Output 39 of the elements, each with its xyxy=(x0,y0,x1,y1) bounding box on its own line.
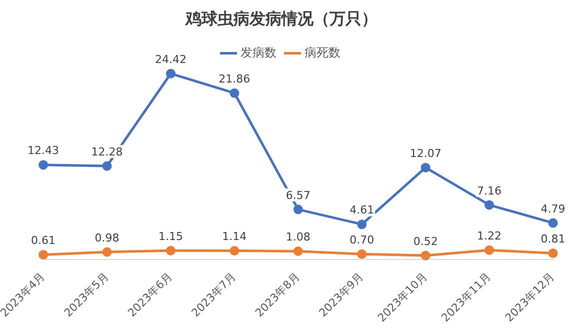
point xyxy=(166,68,176,78)
data-label: 21.86 xyxy=(218,72,250,86)
data-label: 4.61 xyxy=(350,204,374,217)
data-label: 12.28 xyxy=(91,145,123,158)
data-label: 7.16 xyxy=(477,184,502,198)
data-label: 1.08 xyxy=(286,230,310,244)
point xyxy=(420,250,430,260)
point xyxy=(230,88,240,98)
data-label: 0.61 xyxy=(31,234,56,248)
data-label: 6.57 xyxy=(286,188,310,202)
data-label: 0.98 xyxy=(94,231,120,244)
data-label: 1.15 xyxy=(158,230,183,244)
data-label: 24.42 xyxy=(154,52,186,66)
point xyxy=(484,245,494,255)
data-label: 1.22 xyxy=(477,229,502,242)
point xyxy=(230,246,240,256)
chart-title: 鸡球虫病发病情况（万只） xyxy=(184,8,378,28)
point xyxy=(293,204,303,214)
legend-label: 病死数 xyxy=(304,45,340,60)
data-label: 4.79 xyxy=(540,202,566,216)
point xyxy=(102,161,112,171)
legend-label: 发病数 xyxy=(240,45,276,60)
point xyxy=(548,248,558,258)
point xyxy=(357,220,367,230)
point xyxy=(102,247,112,257)
point xyxy=(548,218,558,228)
point xyxy=(357,249,367,259)
data-label: 12.07 xyxy=(410,146,442,160)
point xyxy=(293,246,303,256)
data-label: 0.70 xyxy=(350,233,374,246)
data-label: 0.81 xyxy=(540,232,566,246)
point xyxy=(38,250,48,260)
point xyxy=(38,160,48,170)
data-label: 12.43 xyxy=(28,144,60,158)
point xyxy=(420,162,430,172)
data-label: 0.52 xyxy=(413,234,438,248)
point xyxy=(484,200,494,210)
point xyxy=(166,246,176,256)
data-label: 1.14 xyxy=(222,230,247,244)
